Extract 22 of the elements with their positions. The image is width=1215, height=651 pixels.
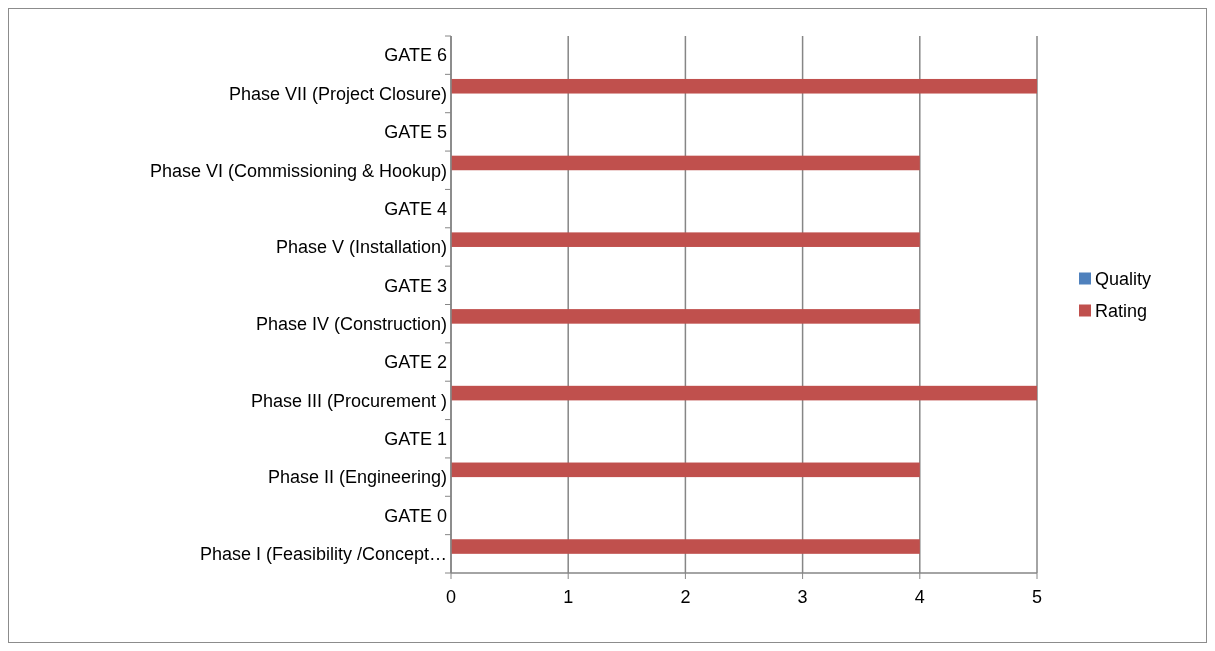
y-tick-label: GATE 4 xyxy=(384,198,447,219)
y-tick-label: GATE 1 xyxy=(384,429,447,450)
y-tick-label: Phase VI (Commissioning & Hookup) xyxy=(149,160,447,181)
y-tick-label: Phase III (Procurement ) xyxy=(250,390,447,411)
y-tick-label: GATE 6 xyxy=(384,45,447,66)
y-tick-label: Phase I (Feasibility /Concept… xyxy=(199,544,447,565)
y-tick-label: Phase VII (Project Closure) xyxy=(228,83,447,104)
x-tick-label: 3 xyxy=(797,587,808,607)
x-tick-label: 1 xyxy=(563,587,574,607)
y-tick-label: GATE 5 xyxy=(384,122,447,143)
x-tick-label: 5 xyxy=(1031,587,1043,607)
x-tick-label: 4 xyxy=(914,587,925,607)
x-tick-label: 0 xyxy=(445,587,457,607)
y-tick-label: GATE 0 xyxy=(384,505,447,526)
y-tick-label: GATE 3 xyxy=(384,275,447,296)
legend-label: Quality xyxy=(1095,268,1152,289)
x-tick-label: 2 xyxy=(680,587,691,607)
y-tick-label: Phase II (Engineering) xyxy=(267,467,447,488)
y-tick-label: Phase IV (Construction) xyxy=(255,313,447,334)
y-tick-label: GATE 2 xyxy=(384,352,447,373)
y-tick-label: Phase V (Installation) xyxy=(275,237,447,258)
legend-label: Rating xyxy=(1095,300,1148,321)
